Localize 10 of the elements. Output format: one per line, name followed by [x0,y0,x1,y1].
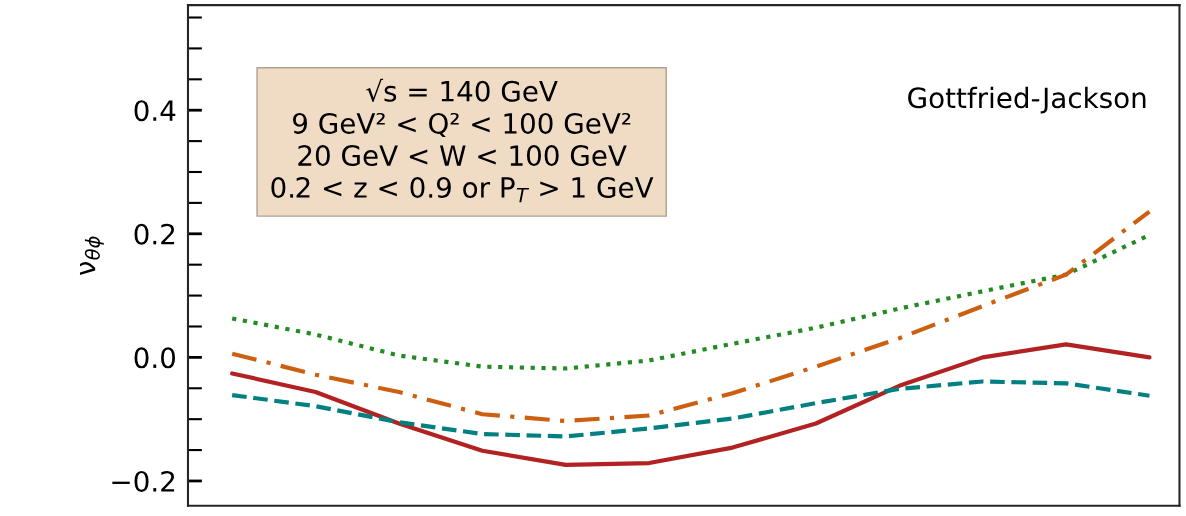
y-tick-label: 0.2 [134,223,175,245]
y-tick-label: 0.4 [134,100,176,122]
y-axis-title: ν$_{θϕ}$ [79,236,104,276]
line-series [230,209,1152,424]
y-tick-label: −0.2 [112,470,175,492]
line-series [230,342,1152,467]
y-tick-label: 0.0 [134,347,176,369]
annotation: Gottfried-Jackson [908,86,1146,114]
line-series [230,379,1152,439]
annotation: √s = 140 GeV 9 GeV² < Q² < 100 GeV² 20 GeV < W < 100 GeV 0.2 < z < 0.9 or P$_{T}$ > 1 GeV [271,78,654,203]
